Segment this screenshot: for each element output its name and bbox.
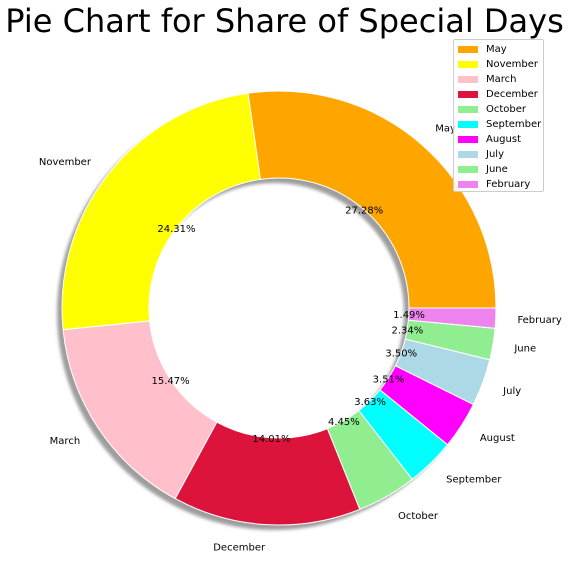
slice-label-february: February [517,315,561,326]
slice-percentage-september: 3.63% [354,397,386,408]
legend-swatch [458,106,478,113]
slice-label-october: October [398,511,439,522]
legend-label: February [486,179,531,190]
legend-label: November [486,59,539,70]
legend-swatch [458,76,478,83]
chart-legend: May November March December October September… [453,39,544,192]
legend-swatch [458,121,478,128]
legend-label: June [486,164,508,175]
legend-swatch [458,151,478,158]
legend-swatch [458,46,478,53]
chart-title: Pie Chart for Share of Special Days [5,2,564,40]
slice-percentage-july: 3.50% [385,349,417,360]
slice-percentage-august: 3.51% [373,374,405,385]
legend-item-july: July [458,147,543,162]
legend-item-february: February [458,177,543,192]
legend-item-may: May [458,42,543,57]
slice-label-july: July [502,386,521,397]
legend-label: July [486,149,504,160]
slice-may [247,90,497,309]
legend-swatch [458,166,478,173]
slice-february [407,307,497,329]
legend-item-june: June [458,162,543,177]
legend-label: December [486,89,538,100]
slice-percentage-march: 15.47% [151,376,189,387]
slice-percentage-june: 2.34% [391,326,423,337]
slice-percentage-october: 4.45% [328,417,360,428]
legend-label: March [486,74,517,85]
legend-label: May [486,44,507,55]
slice-percentage-may: 27.28% [345,206,383,217]
slice-label-november: November [39,157,92,168]
legend-swatch [458,61,478,68]
legend-item-march: March [458,72,543,87]
slice-label-december: December [213,542,266,553]
legend-label: August [486,134,521,145]
slice-label-may: May [435,124,456,135]
legend-swatch [458,181,478,188]
slice-percentage-november: 24.31% [157,224,195,235]
legend-item-november: November [458,57,543,72]
legend-label: October [486,104,527,115]
legend-item-october: October [458,102,543,117]
legend-label: September [486,119,542,130]
slice-november [61,92,261,331]
slice-label-june: June [513,344,536,355]
legend-item-august: August [458,132,543,147]
legend-swatch [458,136,478,143]
legend-swatch [458,91,478,98]
slice-label-august: August [480,433,515,444]
slice-percentage-february: 1.49% [393,310,425,321]
slice-percentage-december: 14.01% [252,434,290,445]
slice-label-march: March [50,436,80,447]
legend-item-december: December [458,87,543,102]
legend-item-september: September [458,117,543,132]
slice-label-september: September [446,474,502,485]
